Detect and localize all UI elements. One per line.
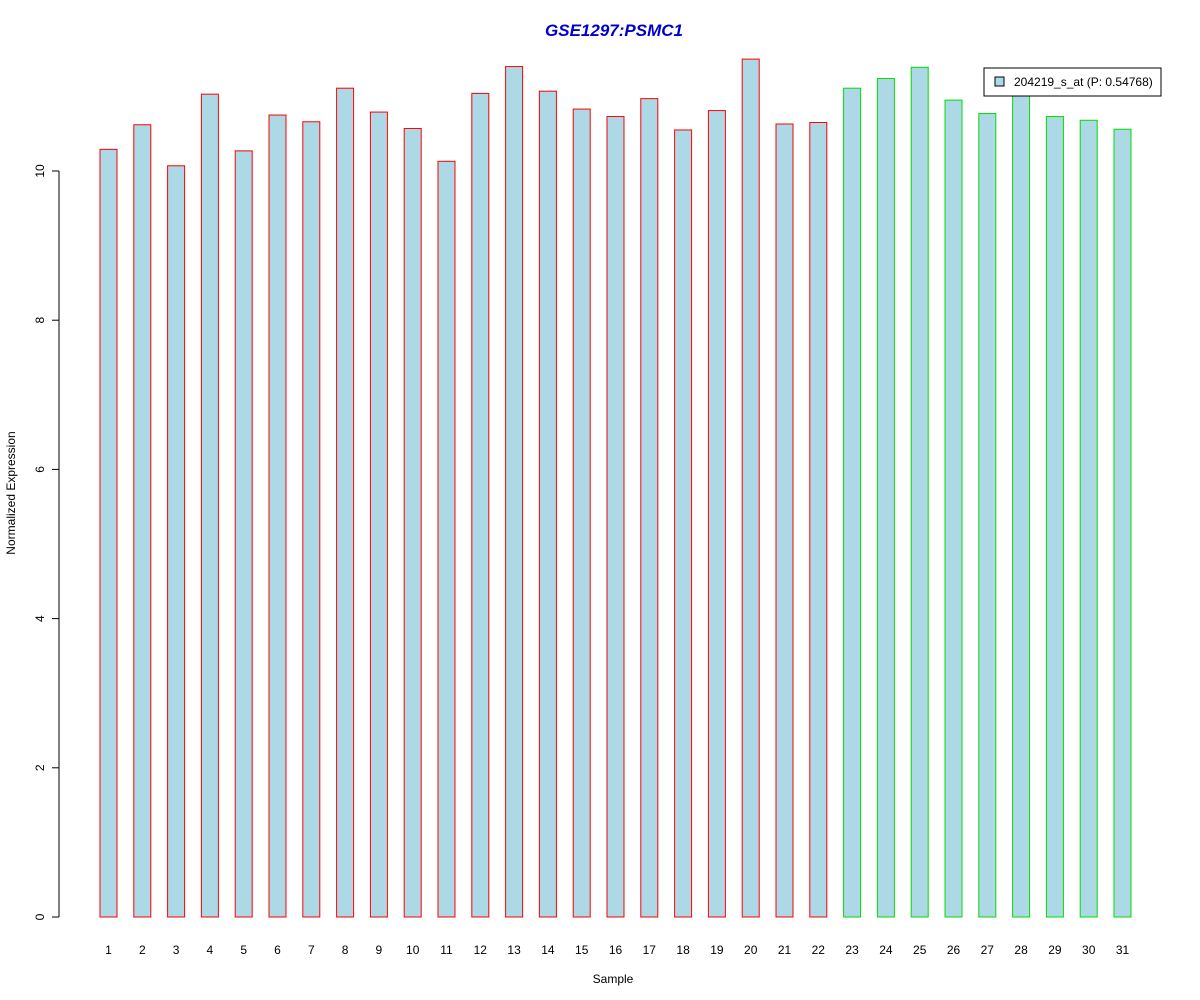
x-tick-label: 1	[105, 943, 112, 957]
bar-sample-2	[133, 124, 152, 918]
bar-sample-7	[302, 121, 321, 918]
bar-sample-1	[99, 148, 118, 918]
legend-box	[983, 67, 1162, 97]
x-tick-label: 5	[240, 943, 247, 957]
bar-sample-8	[336, 87, 355, 918]
x-tick-label: 8	[342, 943, 349, 957]
bar-sample-31	[1113, 128, 1132, 918]
bar-sample-4	[200, 93, 219, 918]
bar-sample-19	[707, 110, 726, 918]
x-tick-label: 4	[207, 943, 214, 957]
x-tick-label: 21	[778, 943, 792, 957]
bar-sample-17	[640, 98, 659, 918]
legend-swatch	[994, 76, 1005, 87]
bar-sample-10	[403, 127, 422, 918]
bar-sample-21	[775, 123, 794, 918]
y-tick-label: 4	[33, 615, 47, 622]
bar-sample-25	[910, 66, 929, 918]
x-tick-label: 7	[308, 943, 315, 957]
x-tick-label: 9	[376, 943, 383, 957]
bar-sample-23	[843, 87, 862, 918]
x-tick-label: 11	[440, 943, 453, 957]
x-tick-label: 2	[139, 943, 146, 957]
y-tick-label: 2	[33, 764, 47, 771]
bar-sample-18	[674, 129, 693, 918]
x-axis-label: Sample	[593, 972, 634, 986]
y-tick-label: 10	[33, 164, 47, 178]
x-tick-label: 28	[1014, 943, 1028, 957]
x-tick-label: 18	[676, 943, 690, 957]
bar-sample-14	[538, 90, 557, 918]
bar-sample-27	[978, 113, 997, 918]
bar-sample-20	[741, 58, 760, 918]
y-axis: 0 2 4 6 8 10	[33, 164, 60, 920]
x-tick-label: 12	[474, 943, 488, 957]
y-tick-label: 8	[33, 317, 47, 324]
bar-sample-11	[437, 160, 456, 918]
bar-sample-5	[234, 150, 253, 918]
y-tick-label: 6	[33, 466, 47, 473]
x-tick-label: 24	[879, 943, 893, 957]
bar-sample-26	[944, 99, 963, 918]
x-tick-label: 14	[541, 943, 555, 957]
bar-sample-29	[1045, 116, 1064, 918]
bar-sample-30	[1079, 119, 1098, 918]
x-tick-label: 16	[609, 943, 623, 957]
x-tick-label: 20	[744, 943, 758, 957]
x-tick-label: 19	[710, 943, 724, 957]
legend-label: 204219_s_at (P: 0.54768)	[1014, 75, 1153, 89]
bar-sample-9	[369, 111, 388, 918]
bar-sample-16	[606, 116, 625, 918]
x-tick-labels: 1 2 3 4 5 6 7 8 9 10 11 12 13 14 15 16 17 18 19 20 21 22 23 24 2…	[105, 943, 1129, 957]
x-tick-label: 3	[173, 943, 180, 957]
x-tick-label: 22	[812, 943, 826, 957]
bar-sample-3	[167, 165, 186, 918]
x-tick-label: 27	[981, 943, 995, 957]
bar-sample-6	[268, 114, 287, 918]
x-tick-label: 10	[406, 943, 420, 957]
y-axis-label: Normalized Expression	[4, 431, 18, 554]
x-tick-label: 29	[1048, 943, 1062, 957]
x-tick-label: 23	[845, 943, 859, 957]
chart-title: GSE1297:PSMC1	[545, 21, 683, 40]
bar-sample-28	[1012, 90, 1031, 918]
x-tick-label: 6	[274, 943, 281, 957]
bar-sample-15	[572, 108, 591, 918]
bar-sample-22	[809, 122, 828, 918]
x-tick-label: 30	[1082, 943, 1096, 957]
bar-sample-12	[471, 92, 490, 918]
bars-group	[99, 58, 1132, 918]
x-tick-label: 31	[1116, 943, 1130, 957]
x-tick-label: 25	[913, 943, 927, 957]
x-tick-label: 26	[947, 943, 961, 957]
y-tick-label: 0	[33, 913, 47, 920]
x-tick-label: 17	[643, 943, 657, 957]
x-tick-label: 13	[507, 943, 521, 957]
x-tick-label: 15	[575, 943, 589, 957]
bar-sample-13	[505, 66, 524, 918]
legend: 204219_s_at (P: 0.54768)	[983, 67, 1162, 97]
bar-sample-24	[876, 77, 895, 918]
